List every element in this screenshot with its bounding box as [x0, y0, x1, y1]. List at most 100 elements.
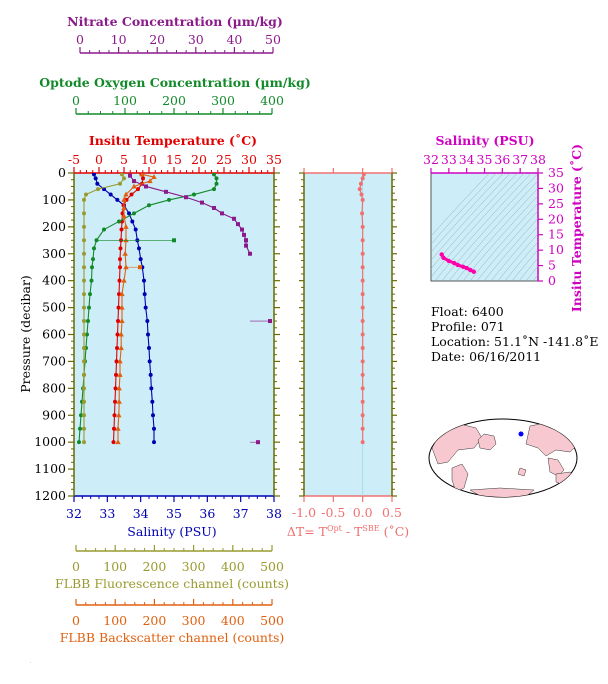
ts-plot-area [430, 172, 539, 282]
backscatter-data-point [115, 425, 121, 431]
ts-x-tick-label: 37 [512, 152, 528, 167]
axis-temp-tick-label: 35 [266, 152, 282, 167]
ts-curve-series [439, 252, 476, 274]
ts-y-tick-label: 0 [548, 273, 556, 288]
fluorescence-axis-title: FLBB Fluorescence channel (counts) [55, 576, 289, 591]
backscatter-data-point [117, 371, 123, 377]
float-position-marker [518, 431, 524, 437]
delta-t-data-point [360, 251, 365, 256]
nitrate-axis-title: Nitrate Concentration (µm/kg) [67, 14, 283, 29]
fluorescence-data-point [82, 359, 86, 364]
fluorescence-data-point [84, 192, 88, 197]
ts-data-point [460, 264, 466, 270]
salinity-data-point [137, 246, 141, 251]
pressure-axis-title: Pressure (decibar) [18, 275, 33, 393]
axis-fluor-tick-label: 100 [103, 559, 127, 574]
delta-t-data-point [360, 278, 365, 283]
axis-sal-tick-label: 32 [66, 506, 82, 521]
delta-t-data-point [360, 386, 365, 391]
axis-temp-tick-label: 10 [141, 152, 157, 167]
fluorescence-data-point [82, 305, 86, 310]
nitrate-spike-point [268, 319, 272, 324]
salinity-data-point [149, 386, 154, 391]
ts-density-contour [476, 210, 538, 281]
profile-date: Date: 06/16/2011 [431, 349, 541, 364]
axis-temp-tick-label: 25 [216, 152, 232, 167]
delta-t-data-point [360, 372, 365, 377]
temperature-data-point [112, 413, 117, 418]
ts-y-tick-label: 10 [548, 242, 564, 257]
float-number: Float: 6400 [431, 304, 504, 319]
axis-oxygen-tick-label: 0 [72, 93, 80, 108]
delta-tick-label: 0.0 [353, 505, 373, 520]
oxygen-data-point [91, 257, 95, 262]
ts-x-tick-label: 38 [530, 152, 546, 167]
ts-x-tick-label: 33 [441, 152, 457, 167]
oxygen-data-point [78, 426, 82, 431]
ts-density-contours [431, 173, 538, 281]
axis-temp-tick-label: 5 [120, 152, 128, 167]
axis-nitrate-tick-label: 30 [188, 32, 204, 47]
float-info: Float: 6400 Profile: 071 Location: 51.1˚… [431, 304, 598, 364]
oxygen-axis: 0 100 200 300 400 [72, 93, 284, 115]
temperature-data-point [117, 278, 122, 283]
ts-data-point [441, 255, 446, 261]
axis-nitrate-tick-label: 50 [265, 32, 281, 47]
fluorescence-data-point [82, 224, 86, 229]
ts-density-contour [518, 257, 538, 281]
axis-back-tick-label: 0 [72, 613, 80, 628]
temperature-data-point [118, 265, 122, 270]
salinity-data-point [145, 319, 150, 324]
backscatter-data-point [123, 237, 129, 243]
delta-t-data-point [360, 359, 365, 364]
oxygen-data-point [88, 292, 92, 297]
float-location: Location: 51.1˚N -141.8˚E [431, 334, 598, 349]
oxygen-data-point [132, 211, 136, 216]
nitrate-data-point [200, 200, 204, 205]
oxygen-data-point [79, 413, 83, 418]
nitrate-data-point [144, 184, 148, 189]
oxygen-data-point [87, 305, 91, 310]
backscatter-data-point [121, 277, 127, 283]
delta-t-data-point [360, 332, 365, 337]
fluorescence-data-point [82, 386, 86, 391]
ts-density-contour [455, 187, 538, 281]
backscatter-spike-point [138, 265, 142, 270]
ts-y-tick-label: 30 [548, 180, 564, 195]
fluorescence-data-point [120, 173, 124, 177]
ts-y-tick-label: 35 [548, 165, 564, 180]
delta-t-data-point [360, 238, 365, 243]
delta-t-data-point [357, 187, 362, 192]
oxygen-data-point [102, 227, 106, 232]
ts-density-contour [431, 173, 504, 253]
ts-density-contour [431, 173, 497, 245]
fluorescence-data-point [82, 399, 86, 404]
fluorescence-data-point [122, 176, 126, 181]
temperature-data-point [119, 227, 124, 232]
delta-t-axis-title: ΔT= TOpt - TSBE (˚C) [287, 524, 409, 539]
fluorescence-data-point [82, 278, 86, 283]
pressure-tick-label: 200 [42, 219, 66, 234]
axis-back-tick-label: 200 [142, 613, 166, 628]
temperature-data-point [118, 257, 122, 262]
fluorescence-data-point [82, 319, 86, 324]
oxygen-data-point [85, 332, 89, 337]
backscatter-data-point [121, 213, 127, 219]
axis-oxygen-tick-label: 100 [113, 93, 137, 108]
delta-t-data-point [360, 176, 365, 181]
temperature-data-point [116, 319, 120, 324]
backscatter-data-point [118, 331, 124, 337]
backscatter-data-point [119, 304, 125, 310]
salinity-data-point [127, 211, 131, 216]
backscatter-data-point [121, 204, 127, 210]
delta-tick-label: -0.5 [321, 505, 345, 520]
fluorescence-data-point [118, 181, 122, 186]
fluorescence-data-point [82, 292, 86, 297]
nitrate-data-point [212, 205, 216, 210]
pressure-tick-label: 1200 [34, 488, 66, 503]
backscatter-data-point [118, 344, 124, 350]
nitrate-axis: 0 10 20 30 40 50 [76, 32, 281, 54]
backscatter-data-point [121, 196, 127, 202]
oxygen-data-point [147, 203, 151, 208]
pressure-axis: 0 100 200 300 400 500 600 700 800 900 1000 1100 1200 [34, 165, 280, 503]
